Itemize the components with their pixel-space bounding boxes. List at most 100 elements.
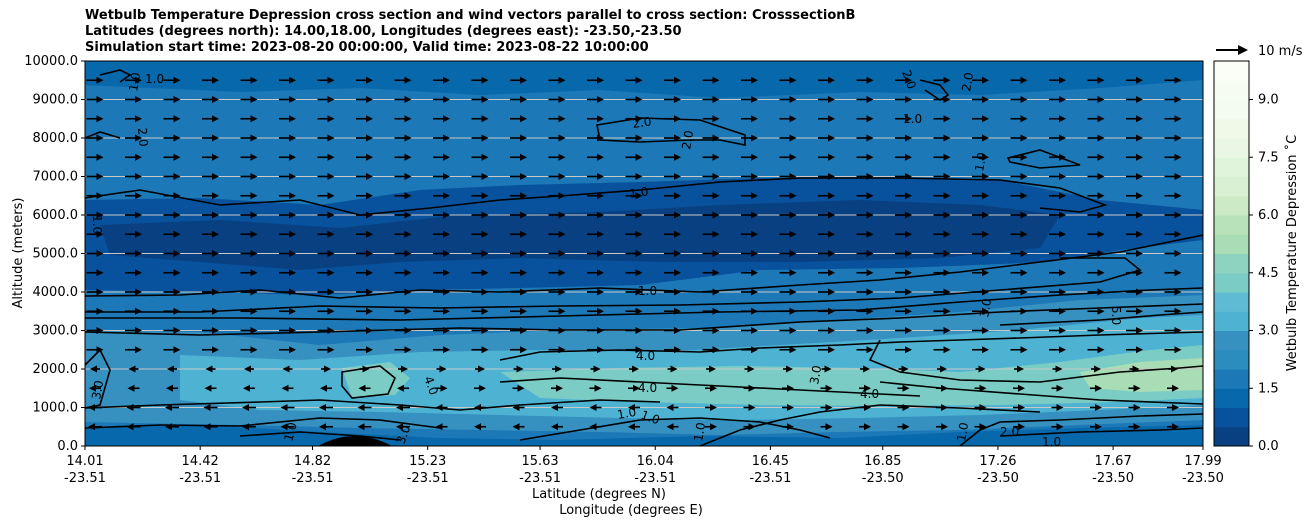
contour-label: 1.0 [639,408,662,428]
wind-arrow-head [712,192,720,200]
colorbar-level [1214,61,1249,81]
x-tick-label-lat: 17.26 [979,454,1016,469]
wind-arrow-head [905,346,912,354]
wind-arrow-head [825,404,833,411]
wind-arrow-head [597,96,604,103]
wind-arrow-head [1059,346,1066,354]
wind-arrow-head [982,211,989,219]
wind-arrow-head [1059,115,1066,123]
wind-arrow-head [173,269,181,277]
wind-arrow-head [1174,173,1182,180]
wind-arrow-head [710,423,717,431]
wind-arrow-head [982,173,989,180]
wind-arrow-head [404,250,412,257]
x-tick-label-lat: 16.85 [864,454,901,469]
wind-arrow-head [558,288,566,296]
wind-arrow-head [551,404,558,411]
wind-arrow-head [520,76,527,84]
wind-arrow-head [635,76,643,84]
wind-arrow-head [1059,134,1066,142]
wind-arrow-head [327,288,335,296]
wind-arrow-head [289,269,296,277]
wind-arrow-head [366,230,373,238]
wind-arrow-head [943,115,951,123]
wind-arrow-head [96,173,104,180]
wind-arrow-head [1059,76,1066,84]
wind-arrow-head [635,115,643,123]
wind-arrow-head [443,192,450,200]
wind-arrow-head [212,250,219,257]
wind-arrow-head [90,365,97,373]
contour-line [919,79,950,101]
wind-arrow-head [512,404,520,411]
wind-arrow-head [366,269,373,277]
colorbar-level [1214,407,1249,428]
wind-arrow-head [1020,269,1028,277]
wind-arrow-head [866,230,874,238]
wind-arrow-head [1133,404,1141,411]
wind-arrow-head [165,404,172,411]
wind-arrow-head [905,96,912,103]
wind-arrow-head [1059,96,1066,103]
quiver-key-label: 10 m/s [1258,44,1303,59]
y-tick-label: 5000.0 [33,247,79,262]
wind-arrow-head [905,76,912,84]
wind-arrow-head [597,288,604,296]
wind-arrow-head [828,327,835,334]
wind-arrow-head [250,115,258,123]
wind-arrow-head [1097,269,1105,277]
wind-arrow-head [1136,307,1143,315]
y-axis-ticks: 0.0 1000.0 2000.0 3000.0 4000.0 5000.0 6000.0 7… [24,54,85,454]
wind-arrow-head [1136,230,1143,238]
wind-arrow-head [1097,327,1105,334]
wind-arrow-head [789,211,797,219]
wind-arrow-head [905,211,912,219]
wind-arrow-head [671,384,679,392]
wind-arrow-head [597,76,604,84]
wind-arrow-head [674,211,681,219]
wind-arrow-head [905,115,912,123]
wind-arrow-head [982,327,989,334]
wind-arrow-head [327,211,335,219]
wind-arrow-head [828,76,835,84]
wind-arrow-head [597,115,604,123]
wind-arrow-head [289,115,296,123]
wind-arrow-head [404,230,412,238]
wind-arrow-head [635,346,643,354]
wind-arrow-head [165,423,172,431]
wind-arrow-head [404,327,412,334]
wind-arrow-head [828,153,835,161]
wind-arrow-head [443,250,450,257]
wind-arrow-head [404,269,412,277]
wind-arrow-head [670,365,678,373]
wind-arrow-head [366,153,373,161]
wind-arrow-head [282,365,290,373]
wind-arrow-head [96,307,104,315]
wind-arrow-head [674,307,681,315]
wind-arrow-head [712,76,720,84]
wind-arrow-head [1056,384,1064,392]
wind-arrow-head [166,384,173,392]
colorbar-tick-label: 0.0 [1258,439,1279,454]
wind-arrow-head [558,134,566,142]
wind-arrow-head [674,327,681,334]
wind-arrow-head [205,365,213,373]
wind-arrow-head [135,250,142,257]
wind-arrow-head [404,115,412,123]
wind-arrow-head [628,404,635,411]
wind-arrow-head [635,173,643,180]
wind-arrow-head [404,307,412,315]
wind-arrow-head [135,288,142,296]
wind-arrow-head [478,365,485,373]
wind-arrow-head [212,327,219,334]
colorbar: 0.0 1.5 3.0 4.5 6.0 7.5 9.0 Wetbulb Temperatur… [1213,60,1300,454]
wind-arrow-head [555,365,562,373]
wind-arrow-head [1174,250,1182,257]
wind-arrow-head [751,134,758,142]
wind-arrow-head [1020,230,1028,238]
wind-arrow-head [401,365,408,373]
wind-arrow-head [289,288,296,296]
wind-arrow-head [1059,250,1066,257]
contour-label: 2.0 [959,71,976,92]
wind-arrow-head [443,346,450,354]
